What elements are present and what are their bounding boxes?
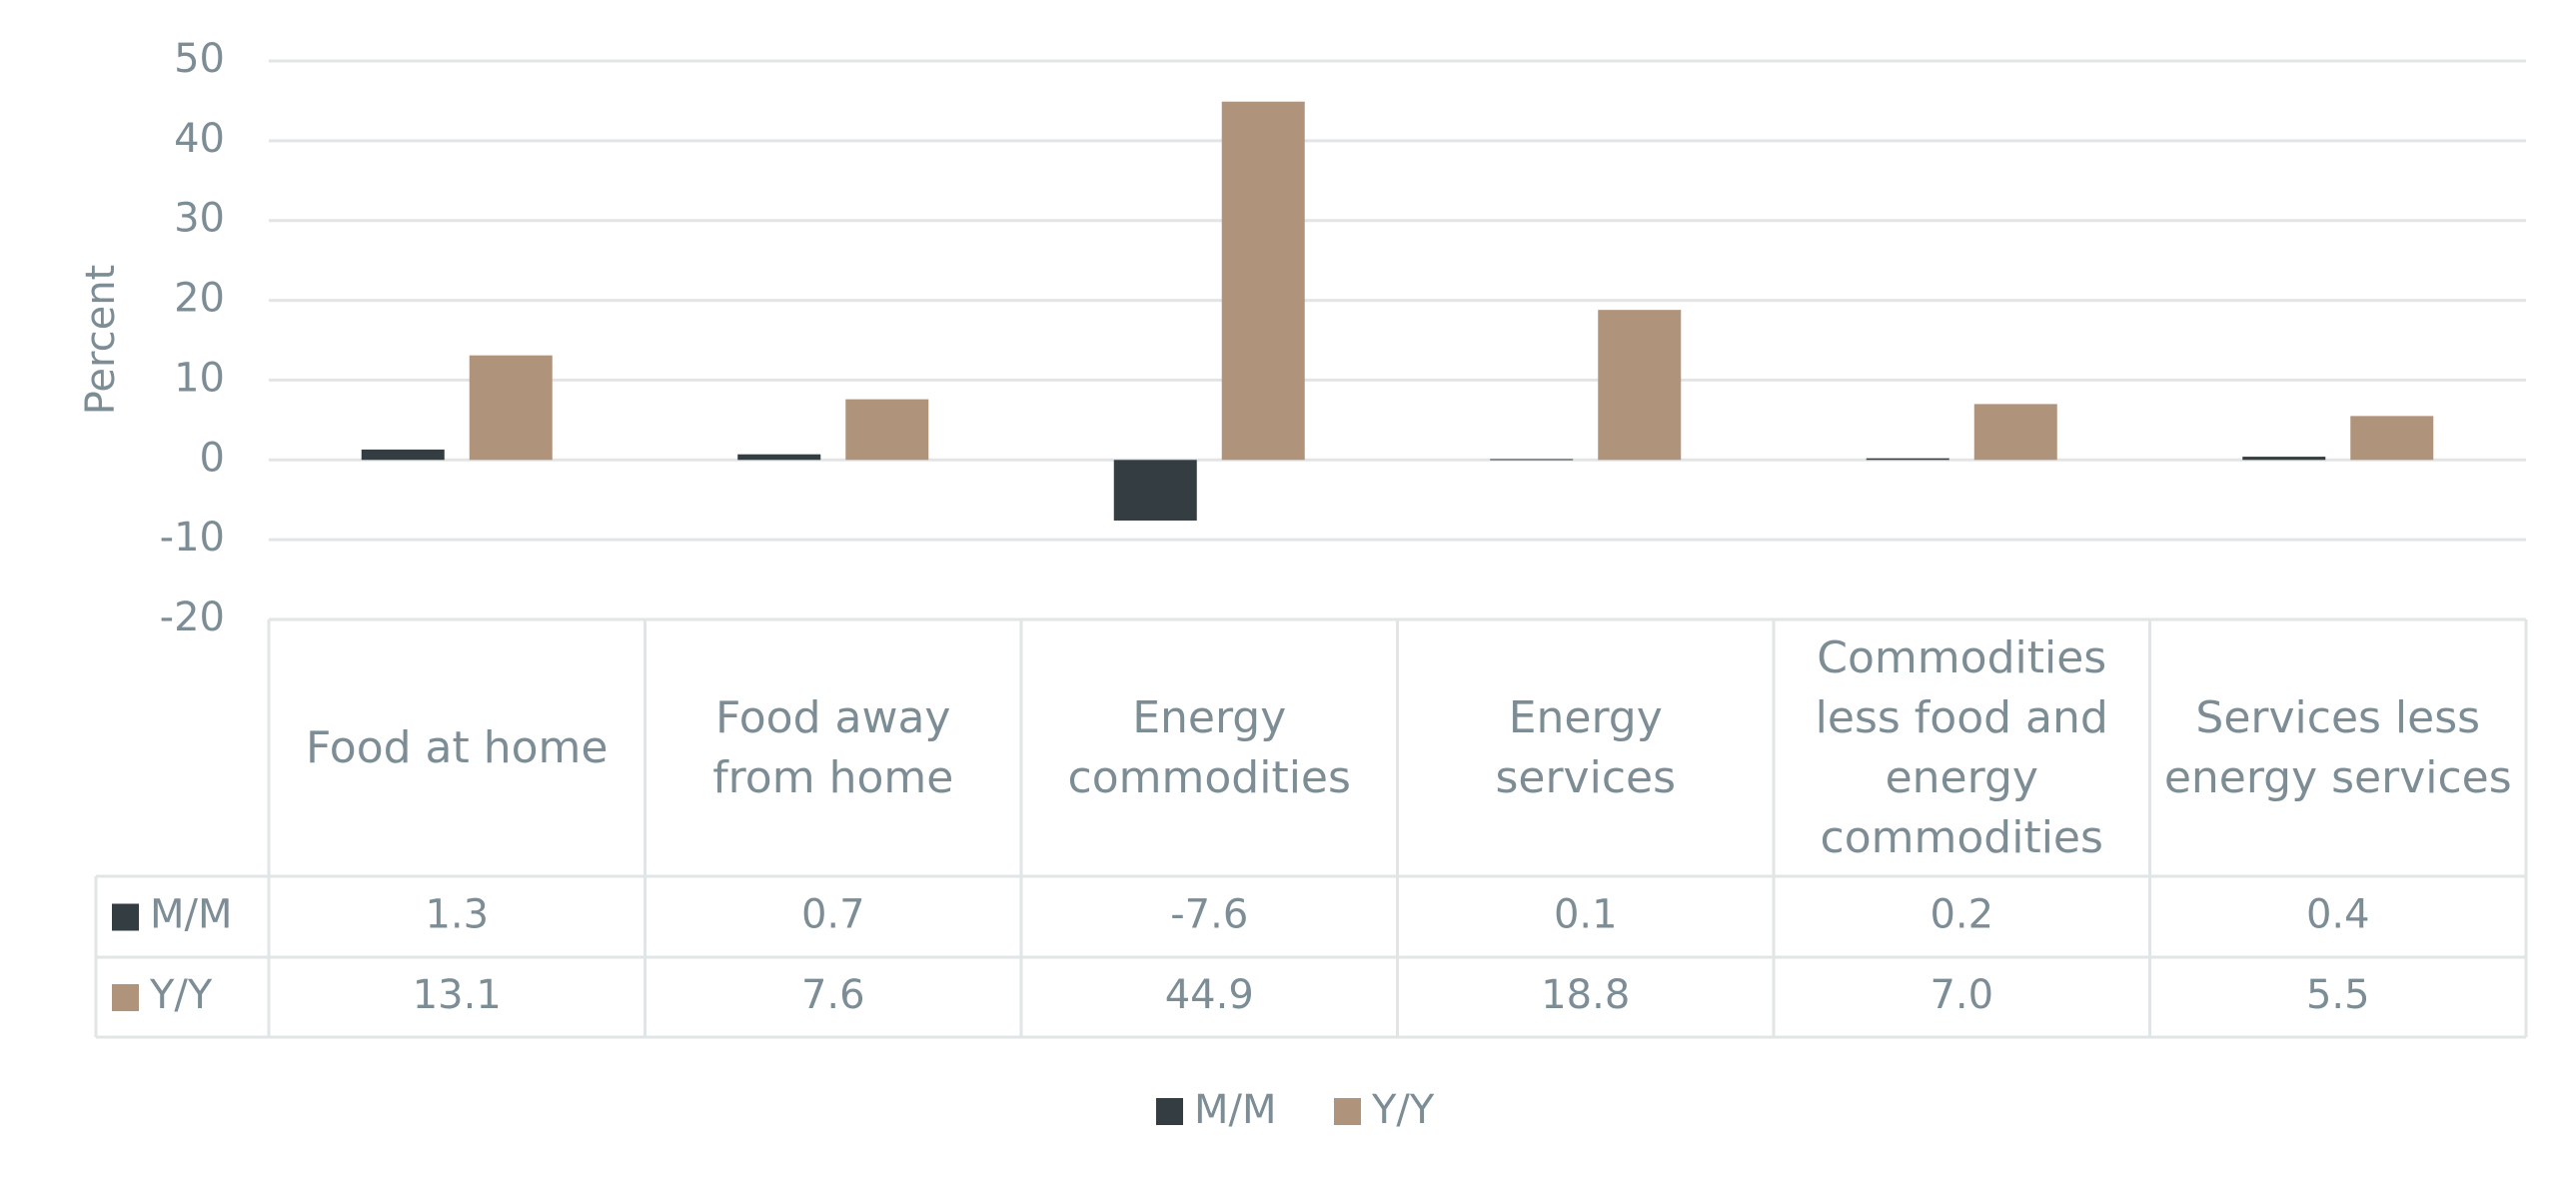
table-value: 7.6	[801, 972, 865, 1018]
legend-label: Y/Y	[1371, 1087, 1435, 1133]
category-label: Food at home	[306, 721, 609, 773]
bar	[737, 454, 821, 461]
bar	[2350, 416, 2434, 461]
category-label: Energy commodities	[1067, 691, 1351, 803]
table-value: 13.1	[413, 972, 502, 1018]
row-swatch	[112, 903, 139, 931]
legend-swatch	[1156, 1098, 1183, 1125]
y-axis-title: Percent	[78, 265, 124, 416]
row-swatch	[112, 984, 139, 1011]
bar	[1866, 458, 1949, 461]
bar	[2242, 457, 2326, 461]
bar	[469, 355, 553, 461]
table-value: 5.5	[2306, 972, 2370, 1018]
category-label: Food away from home	[712, 691, 954, 803]
y-tick-label: 30	[174, 196, 225, 242]
table-value: 0.7	[801, 892, 865, 938]
bar	[1221, 101, 1305, 461]
row-header: Y/Y	[149, 972, 213, 1018]
table-value: 0.4	[2306, 892, 2370, 938]
table-value: 18.8	[1541, 972, 1630, 1018]
table-value: -7.6	[1170, 892, 1248, 938]
legend-swatch	[1334, 1098, 1361, 1125]
table-value: 7.0	[1930, 972, 1993, 1018]
y-tick-label: 20	[174, 276, 225, 322]
row-header: M/M	[150, 892, 233, 938]
y-tick-label: -10	[160, 515, 225, 561]
bar	[361, 449, 445, 461]
legend-label: M/M	[1194, 1087, 1277, 1133]
category-label: Commodities less food and energy commodi…	[1815, 631, 2108, 863]
y-tick-label: 50	[174, 36, 225, 82]
category-label: Energy services	[1495, 691, 1677, 803]
bar	[1598, 310, 1682, 461]
y-tick-label: 40	[174, 116, 225, 162]
category-label: Services less energy services	[2163, 691, 2512, 803]
table-value: 0.1	[1554, 892, 1618, 938]
table-value: 1.3	[425, 892, 489, 938]
bar	[1973, 404, 2057, 461]
y-tick-label: 0	[200, 435, 225, 481]
table-value: 0.2	[1930, 892, 1993, 938]
y-tick-label: 10	[174, 355, 225, 401]
bar	[1113, 460, 1197, 521]
y-tick-label: -20	[160, 594, 225, 640]
bar	[845, 399, 929, 461]
bar	[1490, 459, 1574, 461]
table-value: 44.9	[1165, 972, 1254, 1018]
